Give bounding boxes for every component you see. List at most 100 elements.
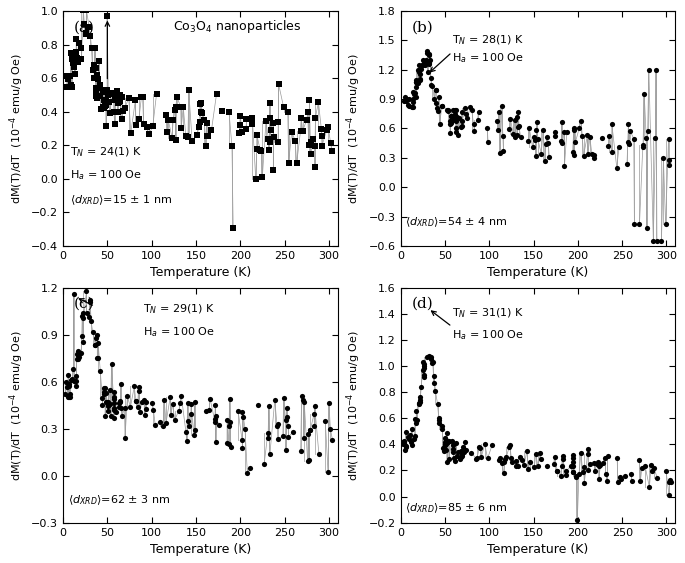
Point xyxy=(116,412,127,421)
Point xyxy=(76,43,87,52)
Point xyxy=(418,358,429,367)
Point xyxy=(421,56,432,65)
Point xyxy=(166,133,177,142)
Point xyxy=(422,47,433,56)
Point xyxy=(201,132,212,141)
Point xyxy=(540,157,551,166)
Point xyxy=(399,439,410,448)
Point xyxy=(130,396,141,405)
Point xyxy=(305,150,316,159)
Point xyxy=(498,469,509,478)
Point xyxy=(70,55,81,64)
Point xyxy=(451,113,462,122)
Point xyxy=(264,99,275,108)
Point xyxy=(640,462,651,471)
Point xyxy=(136,397,147,406)
Point xyxy=(597,133,608,142)
Point xyxy=(129,382,140,391)
Point xyxy=(625,127,636,136)
Point xyxy=(84,313,95,322)
Point xyxy=(108,395,119,404)
Point xyxy=(407,440,418,449)
Point xyxy=(482,137,493,146)
Y-axis label: dM(T)/dT  (10$^{-4}$ emu/g Oe): dM(T)/dT (10$^{-4}$ emu/g Oe) xyxy=(345,330,363,481)
Point xyxy=(109,388,120,397)
Point xyxy=(65,48,76,57)
Point xyxy=(511,113,522,122)
Point xyxy=(409,431,420,440)
Point xyxy=(567,451,578,460)
Point xyxy=(497,132,508,141)
Point xyxy=(416,382,427,391)
Text: T$_N$ = 29(1) K: T$_N$ = 29(1) K xyxy=(142,302,215,316)
Point xyxy=(269,132,279,141)
Point xyxy=(443,106,453,115)
Point xyxy=(414,398,425,407)
Point xyxy=(548,460,559,469)
Point xyxy=(205,395,216,404)
Point xyxy=(532,134,543,143)
Point xyxy=(61,378,72,387)
Point xyxy=(573,470,584,479)
Point xyxy=(443,437,453,446)
Point xyxy=(241,115,252,124)
Point xyxy=(175,124,186,133)
Point xyxy=(211,89,222,98)
Point xyxy=(410,414,421,423)
Point xyxy=(81,6,92,15)
Point xyxy=(628,134,639,143)
Point xyxy=(222,415,233,424)
Point xyxy=(68,57,79,66)
Point xyxy=(67,375,78,384)
Point xyxy=(588,153,599,162)
Point xyxy=(637,140,648,149)
Point xyxy=(447,106,458,115)
Point xyxy=(493,456,504,465)
Point xyxy=(62,82,73,91)
Point xyxy=(97,400,108,409)
Point xyxy=(118,107,129,116)
Point xyxy=(81,309,92,318)
Point xyxy=(195,118,206,127)
Point xyxy=(446,111,457,120)
Point xyxy=(577,468,588,477)
Point xyxy=(591,460,602,469)
Point xyxy=(499,455,510,464)
Point xyxy=(664,478,675,487)
Point xyxy=(162,127,173,136)
Point xyxy=(308,134,319,143)
Point xyxy=(84,298,95,307)
Point xyxy=(441,428,452,437)
Point xyxy=(242,468,253,477)
Point xyxy=(73,355,84,364)
Point xyxy=(471,454,482,463)
Point xyxy=(549,132,560,141)
Point xyxy=(582,131,593,140)
Point xyxy=(449,105,460,114)
Point xyxy=(187,137,198,146)
Point xyxy=(557,451,568,460)
Point xyxy=(664,475,675,484)
Point xyxy=(614,473,625,482)
Point xyxy=(273,138,284,147)
Point xyxy=(567,468,578,477)
Point xyxy=(251,130,262,139)
Point xyxy=(612,477,623,486)
Point xyxy=(250,174,261,183)
Point xyxy=(403,435,414,444)
Point xyxy=(211,412,222,421)
Point xyxy=(462,114,473,123)
Point xyxy=(134,408,145,417)
Point xyxy=(634,456,645,465)
Point xyxy=(102,406,113,415)
Point xyxy=(68,58,79,67)
Point xyxy=(112,87,123,96)
Point xyxy=(559,161,570,170)
Point xyxy=(101,397,112,406)
Point xyxy=(109,404,120,413)
Point xyxy=(440,440,451,449)
Point xyxy=(323,123,334,132)
Point xyxy=(92,339,103,348)
Point xyxy=(445,118,456,127)
Point xyxy=(303,140,314,149)
